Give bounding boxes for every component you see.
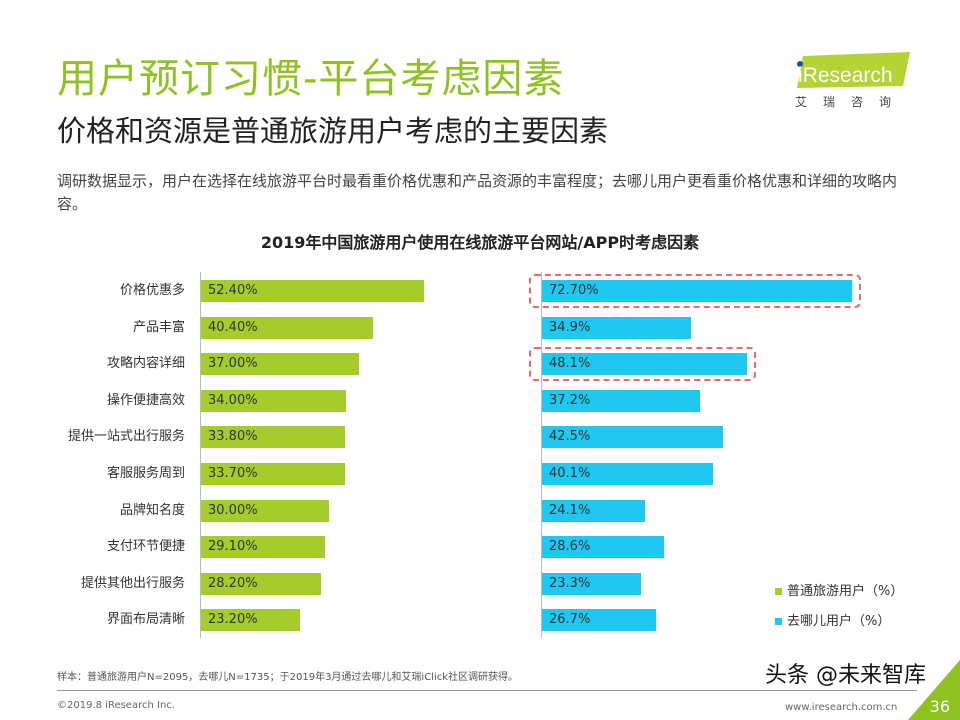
bar: 26.7% — [542, 609, 656, 632]
axis-line — [541, 272, 542, 638]
bar: 52.40% — [201, 280, 425, 302]
logo-cn: 艾瑞咨询 — [795, 95, 908, 109]
website: www.iresearch.com.cn — [785, 702, 898, 713]
chart-title: 2019年中国旅游用户使用在线旅游平台网站/APP时考虑因素 — [260, 233, 700, 252]
page-number: 36 — [929, 697, 950, 716]
highlight-box — [529, 347, 756, 382]
data-label: 40.40% — [208, 319, 258, 335]
bar: 34.9% — [542, 316, 691, 339]
data-label: 24.1% — [549, 502, 591, 518]
data-label: 40.1% — [549, 466, 591, 481]
bar: 23.3% — [542, 572, 642, 595]
sample-note: 样本：普通旅游用户N=2095，去哪儿N=1735；于2019年3月通过去哪儿和… — [57, 672, 519, 683]
bar: 40.40% — [201, 316, 374, 339]
watermark: 头条 @未来智库 — [765, 663, 926, 688]
axis-line — [200, 272, 201, 638]
bar: 29.10% — [201, 536, 325, 559]
data-label: 42.5% — [549, 429, 591, 445]
bar: 48.1% — [542, 353, 747, 376]
bar: 23.20% — [201, 609, 300, 632]
category-label: 操作便捷高效 — [106, 392, 185, 408]
category-label: 提供一站式出行服务 — [67, 429, 185, 445]
data-label: 34.00% — [208, 392, 258, 408]
bar: 33.70% — [201, 463, 345, 485]
legend-label: 普通旅游用户（%） — [787, 584, 904, 599]
description: 调研数据显示，用户在选择在线旅游平台时最看重价格优惠和产品资源的丰富程度；去哪儿… — [57, 172, 898, 213]
bar: 40.1% — [542, 463, 713, 485]
corner-decoration — [908, 660, 960, 720]
data-label: 37.00% — [208, 356, 258, 372]
category-label: 品牌知名度 — [119, 502, 185, 518]
bar: 30.00% — [201, 499, 329, 522]
page-title: 用户预订习惯-平台考虑因素 — [57, 56, 565, 102]
bar: 28.20% — [201, 572, 322, 595]
footer-divider — [57, 690, 917, 691]
bar: 28.6% — [542, 536, 664, 559]
legend-item: 去哪儿用户（%） — [775, 614, 890, 630]
legend-swatch — [775, 618, 782, 625]
data-label: 33.70% — [208, 466, 258, 481]
iresearch-logo: iResearch — [797, 52, 910, 88]
category-label: 客服服务周到 — [106, 466, 185, 481]
bar: 72.70% — [542, 280, 852, 302]
category-label: 提供其他出行服务 — [80, 575, 185, 591]
data-label: 48.1% — [549, 356, 591, 372]
bar: 24.1% — [542, 499, 645, 522]
highlight-box — [529, 274, 861, 308]
data-label: 23.3% — [549, 575, 591, 591]
data-label: 28.6% — [549, 539, 591, 555]
data-label: 29.10% — [208, 539, 258, 555]
data-label: 28.20% — [208, 575, 258, 591]
legend-item: 普通旅游用户（%） — [775, 584, 903, 600]
data-label: 33.80% — [208, 429, 258, 445]
category-label: 攻略内容详细 — [106, 356, 185, 372]
data-label: 52.40% — [208, 283, 258, 298]
legend-label: 去哪儿用户（%） — [787, 614, 891, 629]
data-label: 72.70% — [549, 283, 599, 298]
category-label: 产品丰富 — [132, 319, 185, 335]
legend-swatch — [775, 588, 782, 595]
copyright: ©2019.8 iResearch Inc. — [57, 700, 175, 711]
category-label: 支付环节便捷 — [106, 539, 185, 555]
page-subtitle: 价格和资源是普通旅游用户考虑的主要因素 — [57, 114, 609, 148]
bar: 37.2% — [542, 389, 701, 412]
data-label: 30.00% — [208, 502, 258, 518]
data-label: 23.20% — [208, 612, 258, 628]
category-label: 价格优惠多 — [119, 283, 185, 298]
data-label: 37.2% — [549, 392, 591, 408]
bar: 34.00% — [201, 389, 346, 412]
data-label: 34.9% — [549, 319, 591, 335]
bar: 33.80% — [201, 426, 345, 449]
data-label: 26.7% — [549, 612, 591, 628]
bar: 42.5% — [542, 426, 724, 449]
bar: 37.00% — [201, 353, 359, 376]
svg-text:iResearch: iResearch — [798, 64, 893, 87]
category-label: 界面布局清晰 — [106, 612, 185, 628]
